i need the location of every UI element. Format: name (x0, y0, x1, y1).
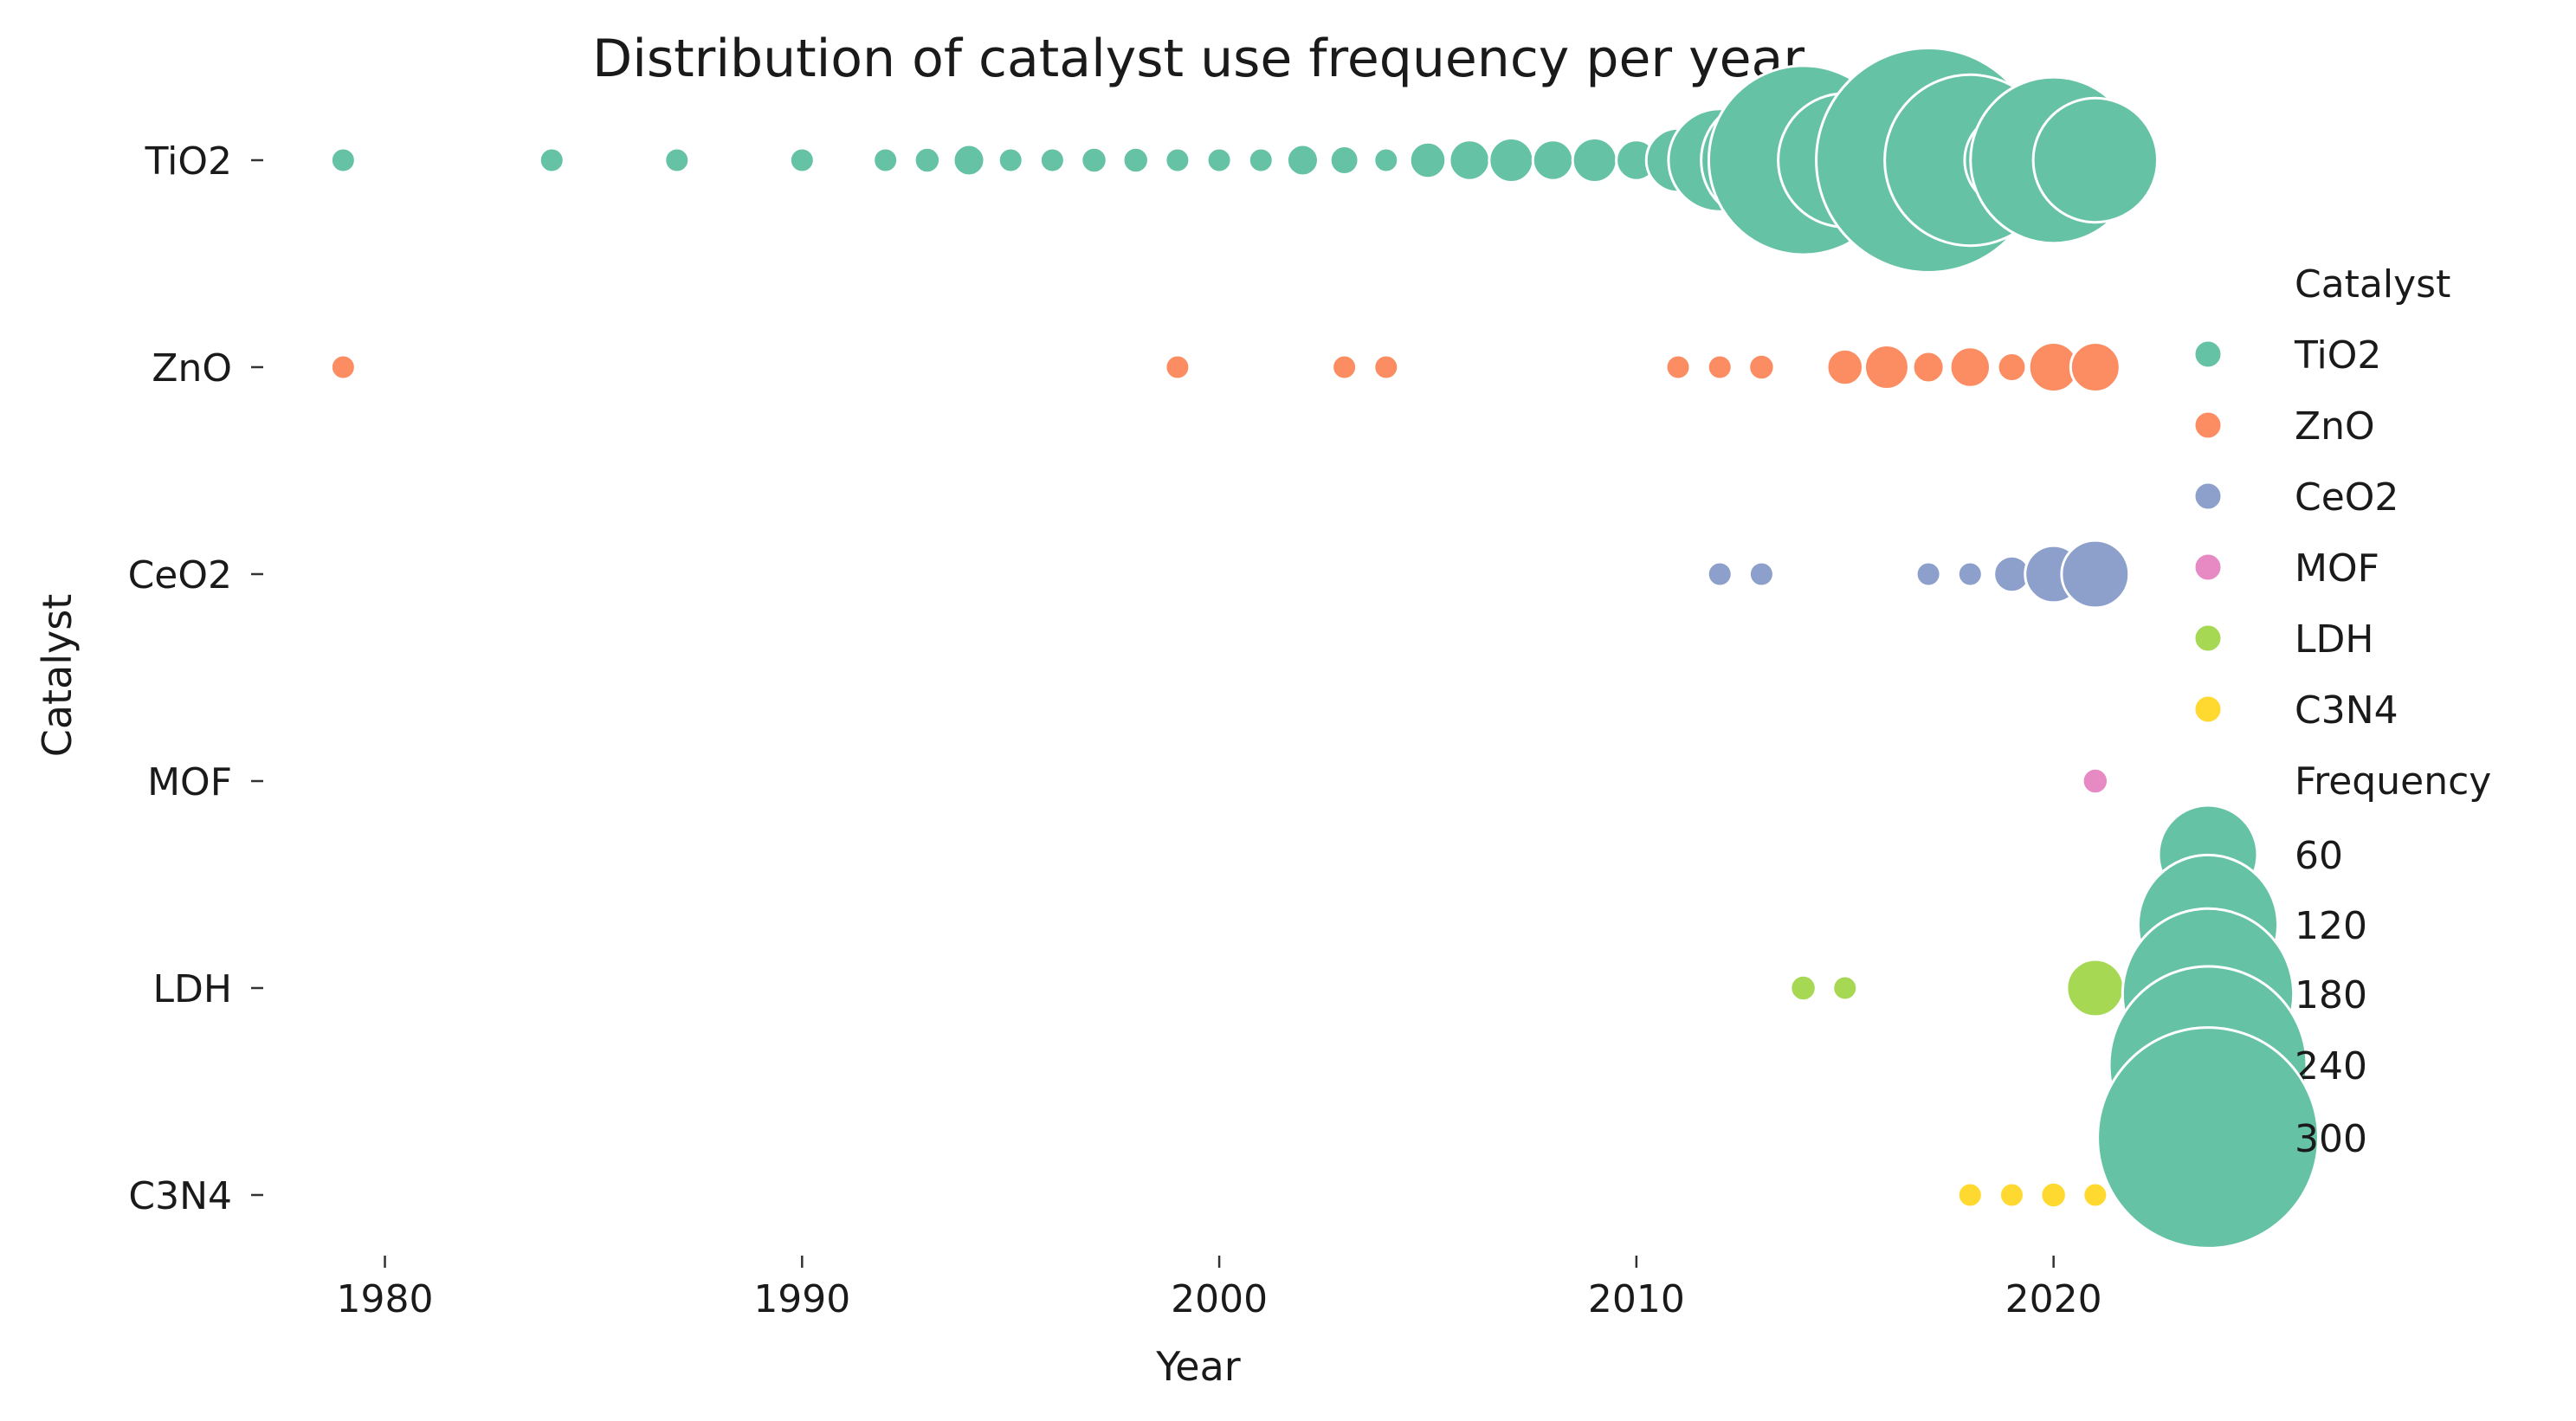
scatter-point-tio2 (2031, 96, 2160, 224)
x-tick-label: 2010 (1588, 1277, 1685, 1321)
scatter-point-zno (1825, 347, 1865, 387)
scatter-point-tio2 (1531, 139, 1575, 182)
legend-label: C3N4 (2295, 688, 2398, 733)
scatter-points (329, 46, 2160, 1210)
scatter-point-tio2 (329, 146, 357, 174)
y-tick-label: TiO2 (145, 139, 232, 184)
legend-size-label: 300 (2295, 1117, 2367, 1161)
legend-swatch (2192, 339, 2224, 370)
scatter-point-zno (329, 353, 357, 381)
legend-size-swatch (2096, 1026, 2320, 1250)
legend-swatch (2192, 694, 2224, 725)
scatter-point-ldh (1831, 974, 1859, 1002)
scatter-point-zno (1911, 350, 1946, 384)
scatter-point-tio2 (1408, 140, 1448, 180)
x-tick-label: 1990 (753, 1277, 850, 1321)
scatter-point-ldh (1789, 973, 1817, 1003)
scatter-point-tio2 (1205, 146, 1233, 174)
scatter-point-ceo2 (1956, 560, 1984, 588)
scatter-point-tio2 (872, 146, 900, 174)
y-axis: TiO2 ZnO CeO2 MOF LDH C3N4 (128, 139, 263, 1218)
scatter-point-zno (1863, 344, 1910, 391)
scatter-point-zno (1331, 353, 1359, 381)
legend: Catalyst TiO2 ZnO CeO2 MOF LDH C3N4 Frequency… (2096, 262, 2491, 1250)
legend-swatch (2192, 552, 2224, 583)
scatter-point-zno (2069, 341, 2121, 393)
y-tick-label: CeO2 (128, 553, 232, 597)
legend-label: MOF (2295, 546, 2379, 591)
scatter-point-zno (1948, 346, 1992, 389)
scatter-point-c3n4 (2082, 1181, 2109, 1209)
scatter-point-tio2 (1328, 145, 1360, 176)
scatter-point-tio2 (913, 145, 942, 175)
scatter-point-tio2 (1121, 145, 1150, 175)
scatter-point-tio2 (1164, 146, 1191, 174)
scatter-point-c3n4 (1998, 1181, 2025, 1209)
scatter-point-tio2 (1038, 146, 1066, 174)
scatter-point-tio2 (1488, 137, 1535, 184)
scatter-point-zno (1372, 353, 1400, 381)
legend-label: CeO2 (2295, 475, 2398, 520)
chart-title: Distribution of catalyst use frequency p… (592, 29, 1804, 89)
scatter-point-tio2 (1080, 145, 1108, 175)
scatter-point-tio2 (1571, 137, 1618, 184)
y-tick-label: LDH (153, 967, 232, 1011)
scatter-point-tio2 (997, 146, 1024, 174)
scatter-point-c3n4 (1956, 1181, 1984, 1209)
scatter-point-tio2 (1372, 146, 1400, 174)
scatter-point-zno (1664, 353, 1692, 381)
scatter-point-zno (1706, 353, 1733, 381)
scatter-point-tio2 (538, 146, 565, 174)
scatter-point-tio2 (1285, 143, 1320, 178)
legend-size-title: Frequency (2295, 759, 2491, 804)
scatter-point-tio2 (1448, 139, 1491, 182)
y-axis-label: Catalyst (34, 594, 81, 758)
legend-size-label: 60 (2295, 834, 2343, 878)
legend-hue-entries: TiO2 ZnO CeO2 MOF LDH C3N4 (2192, 333, 2398, 733)
scatter-point-c3n4 (2039, 1180, 2068, 1210)
legend-size-label: 180 (2295, 973, 2367, 1017)
scatter-point-ceo2 (2060, 539, 2131, 610)
scatter-point-tio2 (788, 146, 816, 174)
scatter-point-zno (1164, 353, 1191, 381)
y-tick-label: ZnO (152, 346, 232, 391)
scatter-point-ldh (2065, 958, 2126, 1018)
scatter-point-ceo2 (1706, 560, 1733, 588)
x-tick-label: 2000 (1171, 1277, 1268, 1321)
scatter-point-zno (1996, 352, 2028, 383)
legend-swatch (2192, 623, 2224, 654)
scatter-point-mof (2081, 766, 2110, 796)
legend-label: TiO2 (2294, 333, 2381, 378)
x-axis: 1980 1990 2000 2010 2020 (337, 1256, 2102, 1321)
legend-label: LDH (2295, 617, 2373, 662)
scatter-point-zno (1747, 352, 1776, 382)
x-tick-label: 1980 (337, 1277, 434, 1321)
legend-label: ZnO (2295, 404, 2375, 449)
x-tick-label: 2020 (2005, 1277, 2102, 1321)
scatter-point-ceo2 (1747, 560, 1775, 588)
scatter-point-tio2 (1247, 146, 1275, 174)
y-tick-label: C3N4 (128, 1174, 232, 1218)
legend-size-label: 240 (2295, 1044, 2367, 1088)
legend-hue-title: Catalyst (2295, 262, 2450, 307)
y-tick-label: MOF (147, 760, 232, 804)
scatter-point-tio2 (952, 143, 986, 178)
scatter-point-ceo2 (1914, 560, 1942, 588)
legend-size-entries: 60 120 180 240 300 (2096, 804, 2367, 1250)
legend-swatch (2192, 481, 2224, 512)
x-axis-label: Year (1155, 1343, 1240, 1390)
legend-swatch (2192, 410, 2224, 441)
scatter-point-tio2 (663, 146, 691, 174)
legend-size-label: 120 (2295, 904, 2367, 948)
